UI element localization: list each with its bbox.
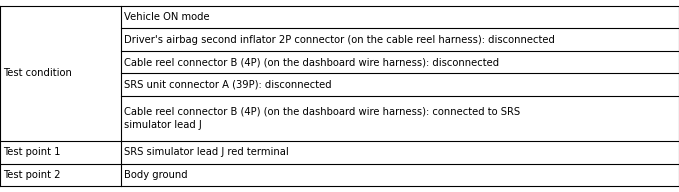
Text: Test condition: Test condition [3,68,71,79]
Text: Driver's airbag second inflator 2P connector (on the cable reel harness): discon: Driver's airbag second inflator 2P conne… [124,35,555,45]
Text: Cable reel connector B (4P) (on the dashboard wire harness): disconnected: Cable reel connector B (4P) (on the dash… [124,57,498,67]
Text: SRS unit connector A (39P): disconnected: SRS unit connector A (39P): disconnected [124,80,331,90]
Text: Test point 2: Test point 2 [3,170,60,180]
Text: Test point 1: Test point 1 [3,147,60,157]
Text: Body ground: Body ground [124,170,187,180]
Text: Cable reel connector B (4P) (on the dashboard wire harness): connected to SRS
si: Cable reel connector B (4P) (on the dash… [124,107,519,130]
Text: Vehicle ON mode: Vehicle ON mode [124,12,209,22]
Text: SRS simulator lead J red terminal: SRS simulator lead J red terminal [124,147,289,157]
